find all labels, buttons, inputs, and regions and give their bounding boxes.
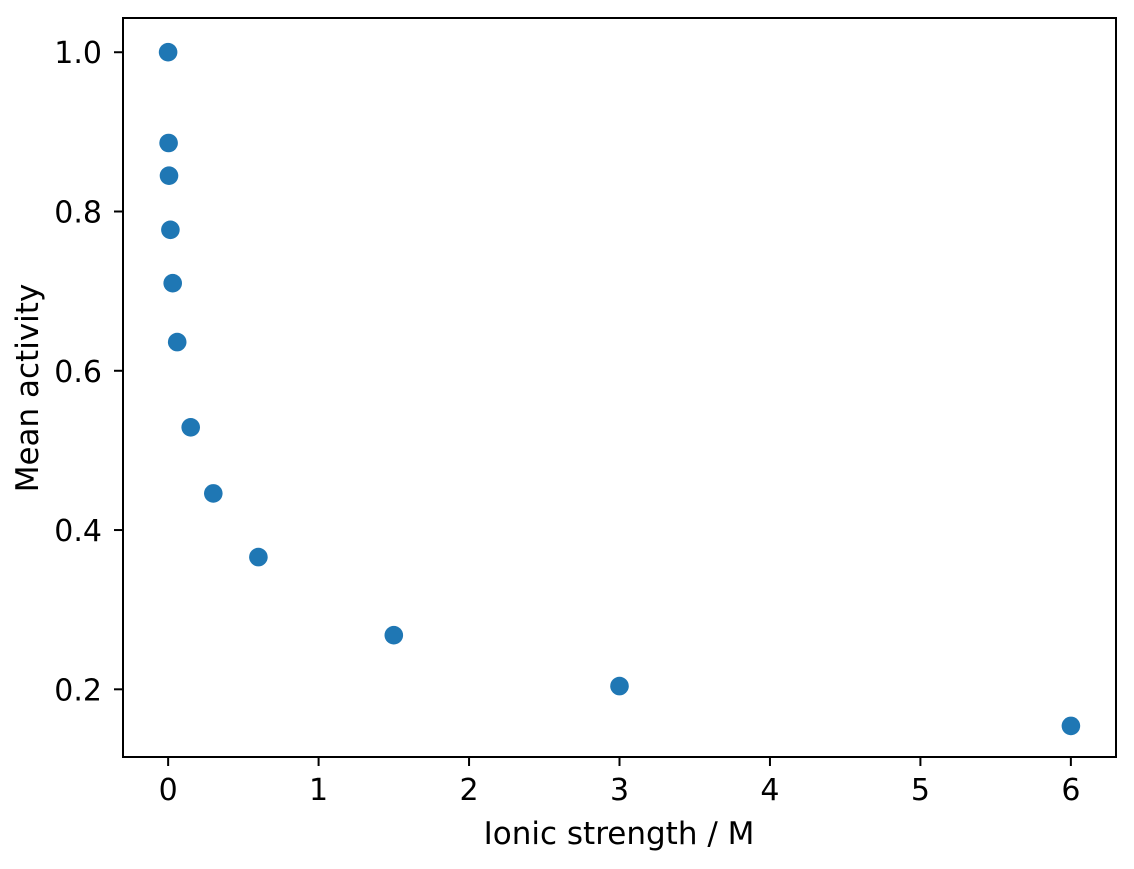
data-point: [158, 42, 178, 62]
x-tick-label: 0: [159, 773, 178, 808]
data-point: [159, 133, 178, 153]
data-point: [249, 547, 268, 567]
x-axis-label: Ionic strength / M: [484, 816, 755, 852]
data-point: [167, 332, 187, 352]
y-tick-label: 0.4: [54, 514, 102, 549]
y-tick-label: 0.8: [54, 196, 102, 231]
x-tick-label: 4: [760, 773, 779, 808]
x-tick-label: 6: [1061, 773, 1080, 808]
x-tick-label: 3: [610, 773, 629, 808]
data-point: [181, 418, 200, 437]
scatter-points: [158, 42, 1081, 736]
x-tick-label: 5: [911, 773, 930, 808]
x-tick-label: 2: [459, 773, 478, 808]
y-tick-label: 0.6: [54, 355, 102, 390]
x-tick-label: 1: [309, 773, 328, 808]
y-axis-label: Mean activity: [10, 284, 46, 493]
y-tick-label: 0.2: [54, 673, 102, 708]
plot-border: [122, 17, 1117, 758]
data-point: [204, 484, 223, 503]
data-point: [610, 676, 629, 696]
data-point: [384, 625, 404, 645]
data-point: [161, 220, 180, 240]
data-point: [1061, 716, 1081, 736]
y-tick-label: 1.0: [54, 36, 102, 71]
axes-ticks: 0 1 2 3 4 5 6 0.2 0.4 0.6 0.8 1.0: [54, 36, 1080, 808]
data-point: [159, 166, 179, 185]
data-point: [163, 273, 182, 293]
